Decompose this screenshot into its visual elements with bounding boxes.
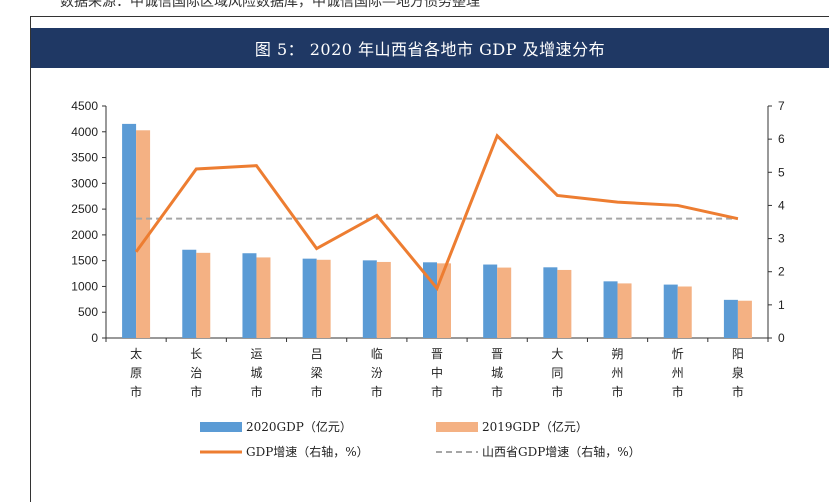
left-tick-label: 4500 bbox=[71, 99, 98, 113]
left-tick-label: 500 bbox=[78, 305, 98, 319]
right-tick-label: 3 bbox=[778, 232, 785, 246]
x-tick-label: 朔州市 bbox=[612, 346, 624, 399]
bar-2020 bbox=[543, 267, 558, 338]
x-tick-label: 运城市 bbox=[250, 347, 262, 399]
left-tick-label: 3000 bbox=[71, 176, 98, 190]
legend-label-2020: 2020GDP（亿元） bbox=[246, 419, 352, 434]
right-tick-label: 4 bbox=[778, 198, 785, 212]
bar-2020 bbox=[603, 281, 618, 338]
x-tick-label: 大同市 bbox=[551, 347, 563, 399]
left-tick-label: 2500 bbox=[71, 202, 98, 216]
right-tick-label: 6 bbox=[778, 132, 785, 146]
x-tick-label: 太原市 bbox=[130, 346, 142, 399]
bar-2020 bbox=[663, 284, 678, 338]
figure-title-banner: 图 5： 2020 年山西省各地市 GDP 及增速分布 bbox=[31, 28, 829, 68]
bar-2020 bbox=[723, 299, 738, 338]
left-tick-label: 1000 bbox=[71, 279, 98, 293]
bar-2020 bbox=[122, 123, 137, 339]
right-tick-label: 5 bbox=[778, 165, 785, 179]
bar-2019 bbox=[376, 261, 391, 338]
x-tick-label: 阳泉市 bbox=[732, 347, 744, 399]
left-tick-label: 4000 bbox=[71, 125, 98, 139]
x-tick-label: 临汾市 bbox=[371, 347, 383, 399]
bar-2019 bbox=[737, 300, 752, 338]
right-tick-label: 1 bbox=[778, 298, 785, 312]
right-tick-label: 7 bbox=[778, 99, 785, 113]
bar-2019 bbox=[677, 286, 692, 338]
source-line: 数据来源：中诚信国际区域风险数据库，中诚信国际—地方债务整理 bbox=[0, 0, 829, 14]
bar-2020 bbox=[362, 260, 377, 338]
legend-label-growth: GDP增速（右轴，%） bbox=[246, 444, 369, 459]
right-tick-label: 2 bbox=[778, 265, 785, 279]
x-tick-label: 晋城市 bbox=[491, 347, 503, 399]
bar-2019 bbox=[256, 257, 271, 338]
bar-2020 bbox=[423, 262, 437, 338]
right-tick-label: 0 bbox=[778, 331, 785, 345]
legend-label-2019: 2019GDP（亿元） bbox=[482, 419, 588, 434]
left-tick-label: 2000 bbox=[71, 228, 98, 242]
source-text: 数据来源：中诚信国际区域风险数据库，中诚信国际—地方债务整理 bbox=[60, 0, 480, 10]
x-tick-label: 长治市 bbox=[190, 347, 202, 399]
left-tick-label: 0 bbox=[91, 331, 98, 345]
bar-2019 bbox=[557, 269, 572, 338]
bar-2019 bbox=[196, 252, 211, 338]
bar-2020 bbox=[302, 258, 317, 338]
figure-title: 图 5： 2020 年山西省各地市 GDP 及增速分布 bbox=[254, 40, 606, 59]
bar-2019 bbox=[316, 259, 331, 338]
bar-2019 bbox=[617, 283, 632, 338]
left-tick-label: 3500 bbox=[71, 151, 98, 165]
legend-swatch-2019 bbox=[436, 422, 478, 432]
bar-2020 bbox=[182, 249, 197, 338]
x-tick-label: 晋中市 bbox=[431, 347, 443, 399]
left-tick-label: 1500 bbox=[71, 254, 98, 268]
bar-2019 bbox=[497, 267, 512, 338]
x-tick-label: 忻州市 bbox=[672, 347, 684, 399]
x-tick-label: 吕梁市 bbox=[311, 347, 323, 399]
bar-2020 bbox=[483, 264, 498, 338]
figure-frame bbox=[30, 16, 829, 502]
bar-2019 bbox=[136, 130, 151, 338]
legend-swatch-2020 bbox=[200, 422, 242, 432]
legend-label-province: 山西省GDP增速（右轴，%） bbox=[482, 444, 641, 459]
bar-2020 bbox=[242, 253, 257, 338]
